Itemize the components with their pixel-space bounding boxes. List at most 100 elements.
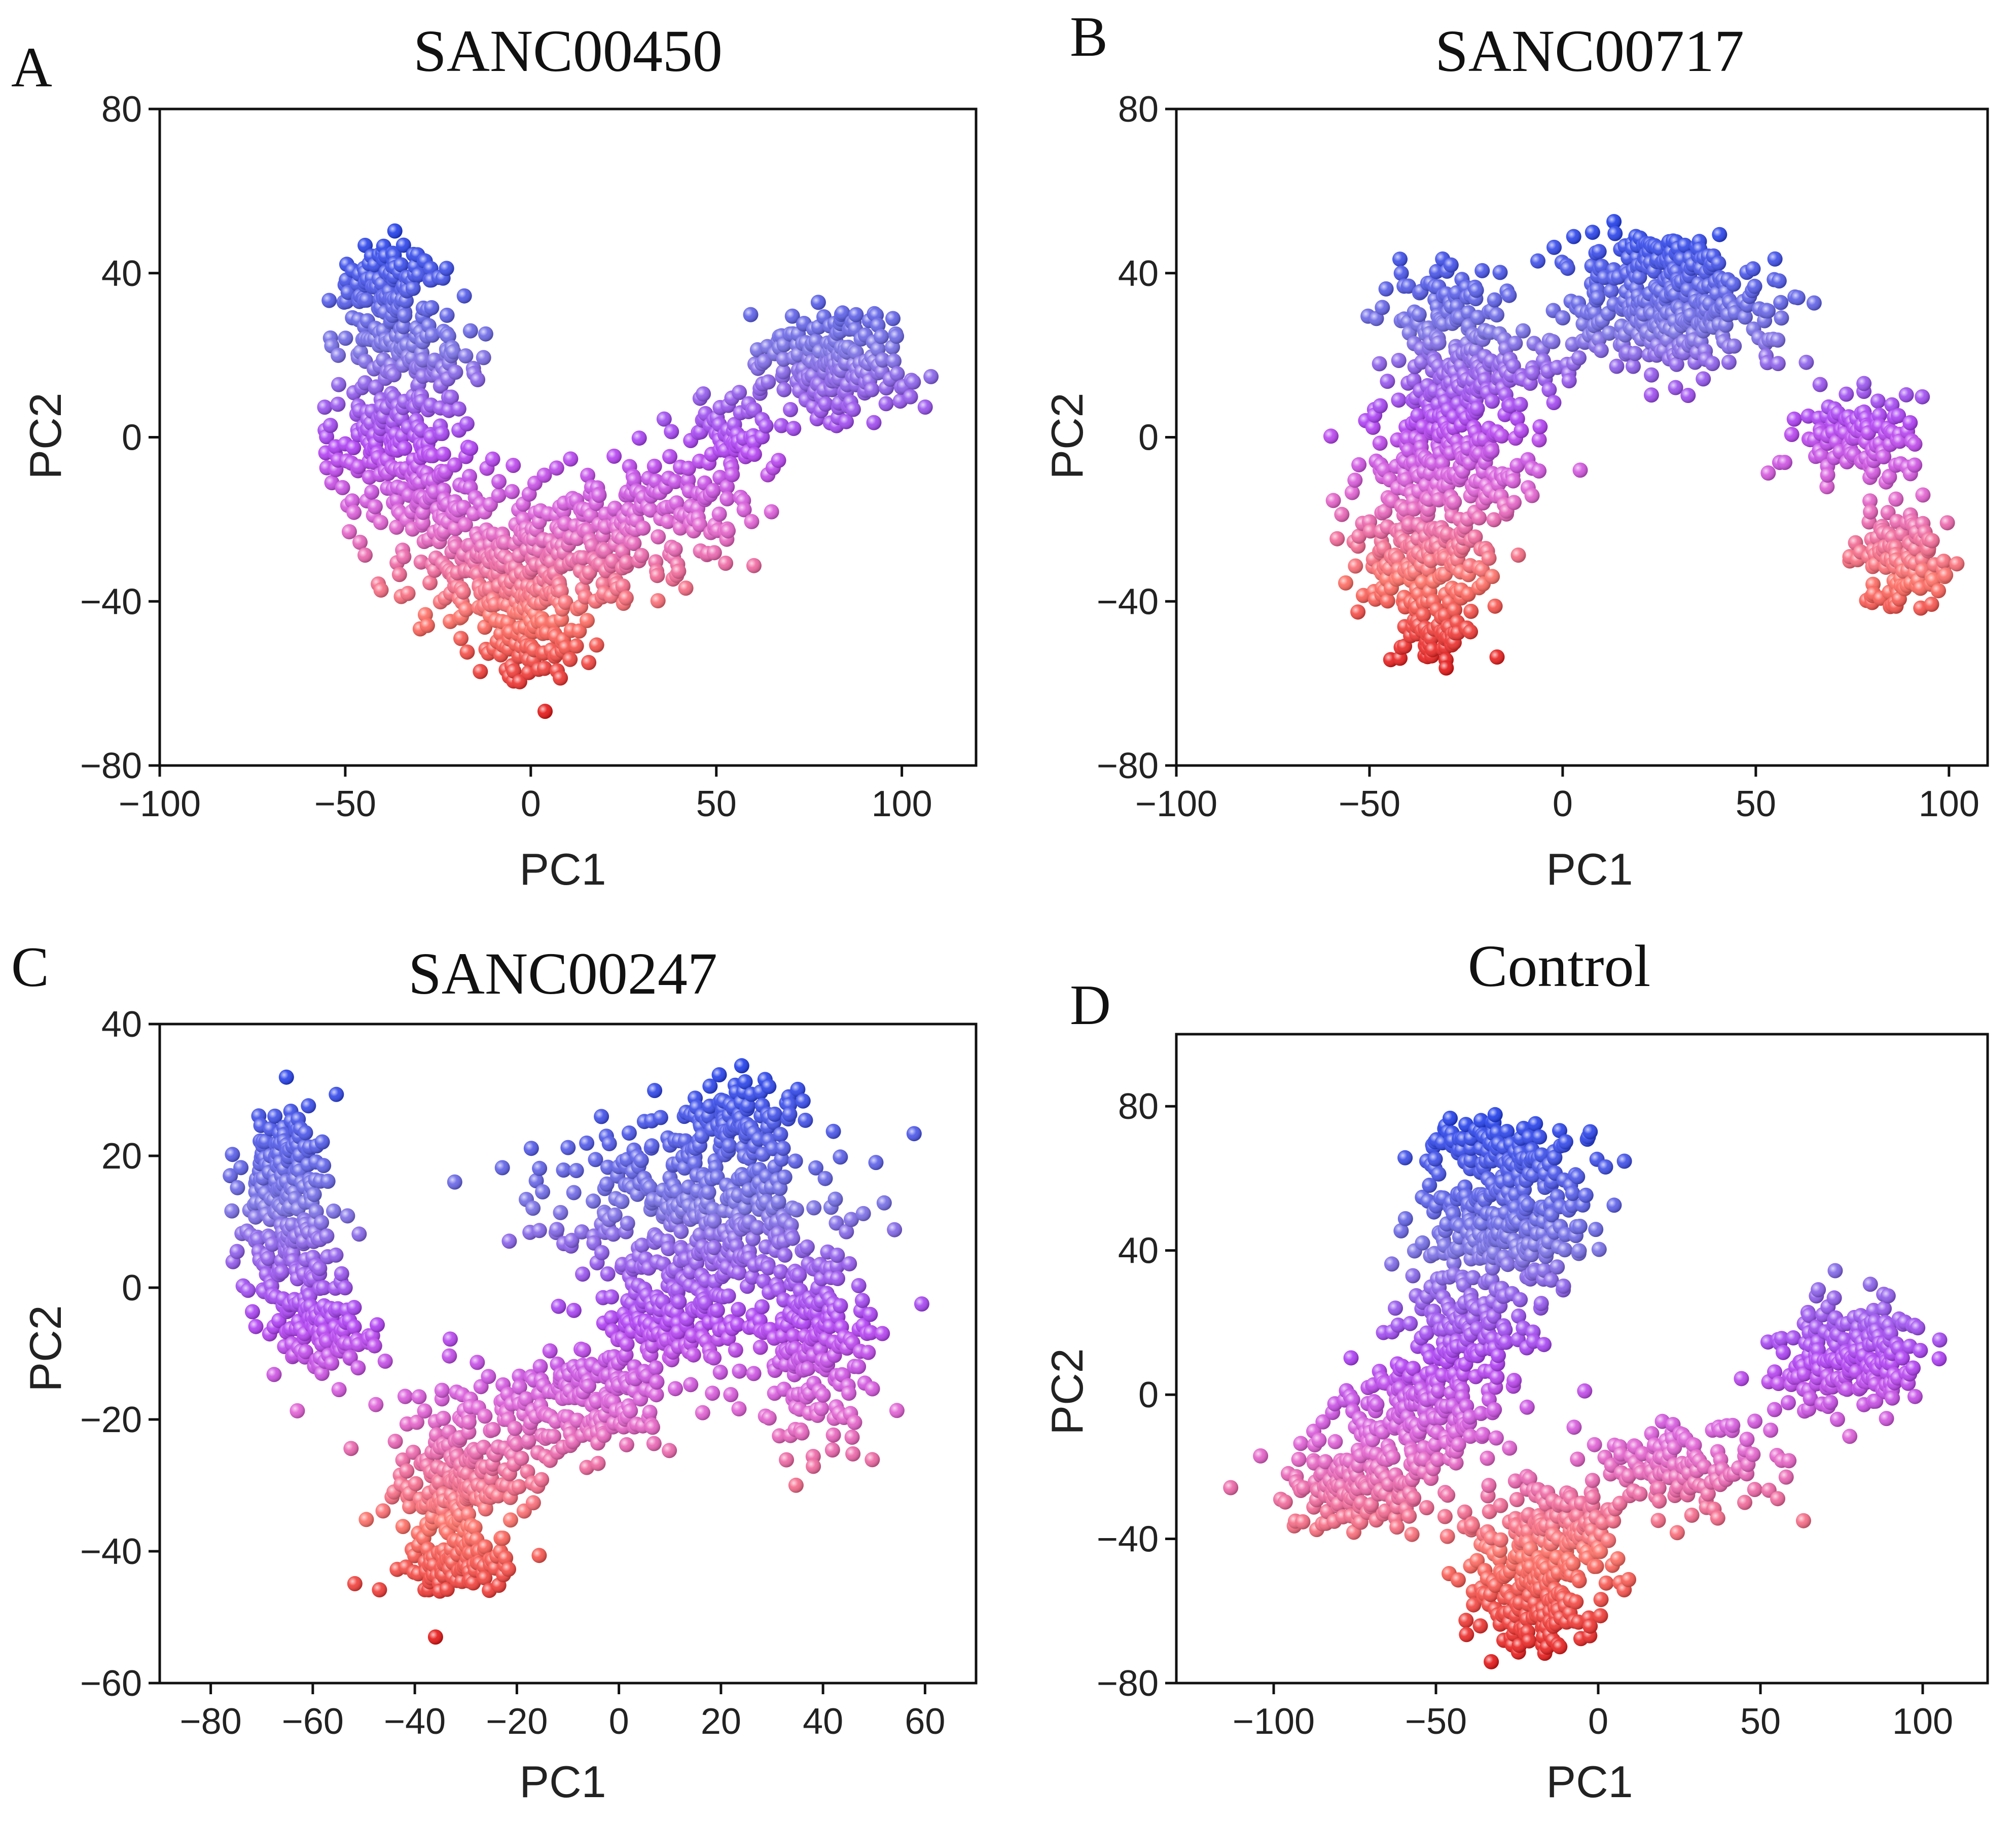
data-point-highlight — [424, 300, 440, 315]
data-point-highlight — [631, 430, 647, 446]
data-point-highlight — [537, 704, 553, 719]
data-point-highlight — [1745, 261, 1761, 277]
data-point-highlight — [1607, 226, 1623, 241]
y-tick-label: 80 — [101, 89, 142, 130]
data-point-highlight — [453, 631, 469, 646]
data-point-highlight — [1375, 300, 1390, 315]
data-point-highlight — [1372, 356, 1387, 372]
data-point-highlight — [886, 353, 902, 369]
panel-b-points — [1323, 214, 1965, 676]
data-point-highlight — [553, 670, 568, 686]
data-point-highlight — [1726, 338, 1742, 354]
data-point-highlight — [1798, 354, 1814, 370]
data-point-highlight — [1323, 428, 1339, 444]
data-point-highlight — [386, 367, 402, 383]
data-point-highlight — [396, 549, 412, 565]
data-point-highlight — [1505, 473, 1521, 489]
data-point-highlight — [1378, 281, 1394, 297]
data-point-highlight — [439, 307, 455, 323]
data-point-highlight — [1786, 411, 1802, 427]
data-point-highlight — [764, 504, 779, 520]
data-point-highlight — [463, 441, 479, 456]
data-point-highlight — [341, 524, 357, 539]
data-point-highlight — [1856, 376, 1872, 391]
data-point-highlight — [589, 637, 604, 653]
data-point-highlight — [1888, 491, 1904, 507]
data-point-highlight — [330, 396, 346, 412]
data-point-highlight — [1644, 367, 1659, 383]
y-tick-label: 0 — [122, 418, 142, 458]
y-tick-label: −80 — [80, 746, 142, 786]
data-point-highlight — [1907, 457, 1923, 473]
data-point-highlight — [1513, 396, 1528, 412]
data-point-highlight — [459, 644, 475, 660]
data-point-highlight — [346, 440, 362, 455]
data-point-highlight — [537, 661, 552, 676]
data-point-highlight — [1489, 649, 1505, 665]
panel-a-letter: A — [11, 36, 52, 99]
data-point-highlight — [1777, 455, 1792, 470]
data-point-highlight — [563, 451, 579, 467]
data-point-highlight — [1603, 283, 1619, 299]
data-point-highlight — [1668, 380, 1683, 395]
data-point-highlight — [1839, 386, 1854, 402]
data-point-highlight — [1725, 276, 1741, 292]
data-point-highlight — [419, 617, 435, 633]
data-point-highlight — [1485, 569, 1500, 585]
data-point-highlight — [405, 280, 421, 296]
data-point-highlight — [331, 347, 346, 363]
panel-a-x-axis-label: PC1 — [519, 844, 606, 894]
data-point-highlight — [1329, 531, 1345, 546]
data-point-highlight — [746, 447, 762, 462]
data-point-highlight — [1515, 323, 1531, 339]
data-point-highlight — [1760, 465, 1776, 481]
data-point-highlight — [331, 377, 346, 392]
data-point-highlight — [1545, 334, 1561, 349]
data-point-highlight — [1770, 356, 1786, 372]
data-point-highlight — [455, 584, 471, 600]
data-point-highlight — [456, 288, 472, 304]
data-point-highlight — [357, 548, 373, 563]
data-point-highlight — [359, 293, 375, 308]
data-point-highlight — [706, 545, 722, 561]
data-point-highlight — [367, 499, 383, 515]
data-point-highlight — [1380, 593, 1395, 609]
data-point-highlight — [476, 350, 491, 366]
data-point-highlight — [1393, 266, 1409, 281]
data-point-highlight — [1711, 256, 1726, 271]
data-point-highlight — [1531, 432, 1547, 448]
data-point-highlight — [439, 261, 454, 276]
x-tick-label: −50 — [314, 784, 376, 824]
y-tick-label: 40 — [101, 253, 142, 294]
data-point-highlight — [1546, 395, 1562, 411]
data-point-highlight — [651, 529, 666, 544]
data-point-highlight — [1863, 504, 1878, 520]
data-point-highlight — [818, 396, 834, 412]
data-point-highlight — [696, 386, 711, 402]
data-point-highlight — [743, 307, 759, 322]
data-point-highlight — [387, 223, 403, 239]
panel-a-y-axis-label: PC2 — [20, 392, 70, 479]
data-point-highlight — [1347, 472, 1363, 488]
data-point-highlight — [606, 448, 622, 464]
data-point-highlight — [1767, 251, 1783, 267]
data-point-highlight — [473, 664, 488, 679]
data-point-highlight — [346, 504, 362, 520]
data-point-highlight — [1348, 558, 1363, 574]
data-point-highlight — [1571, 350, 1587, 366]
data-point-highlight — [761, 374, 776, 390]
data-point-highlight — [1593, 343, 1609, 358]
data-point-highlight — [1712, 227, 1727, 242]
data-point-highlight — [1338, 575, 1353, 591]
data-point-highlight — [1774, 310, 1789, 326]
panel-b-title: SANC00717 — [1435, 18, 1744, 84]
data-point-highlight — [664, 424, 679, 440]
data-point-highlight — [903, 389, 918, 405]
data-point-highlight — [568, 638, 584, 654]
data-point-highlight — [1784, 427, 1799, 442]
data-point-highlight — [874, 329, 889, 344]
data-point-highlight — [1555, 310, 1571, 325]
data-point-highlight — [744, 514, 760, 529]
data-point-highlight — [373, 515, 388, 530]
